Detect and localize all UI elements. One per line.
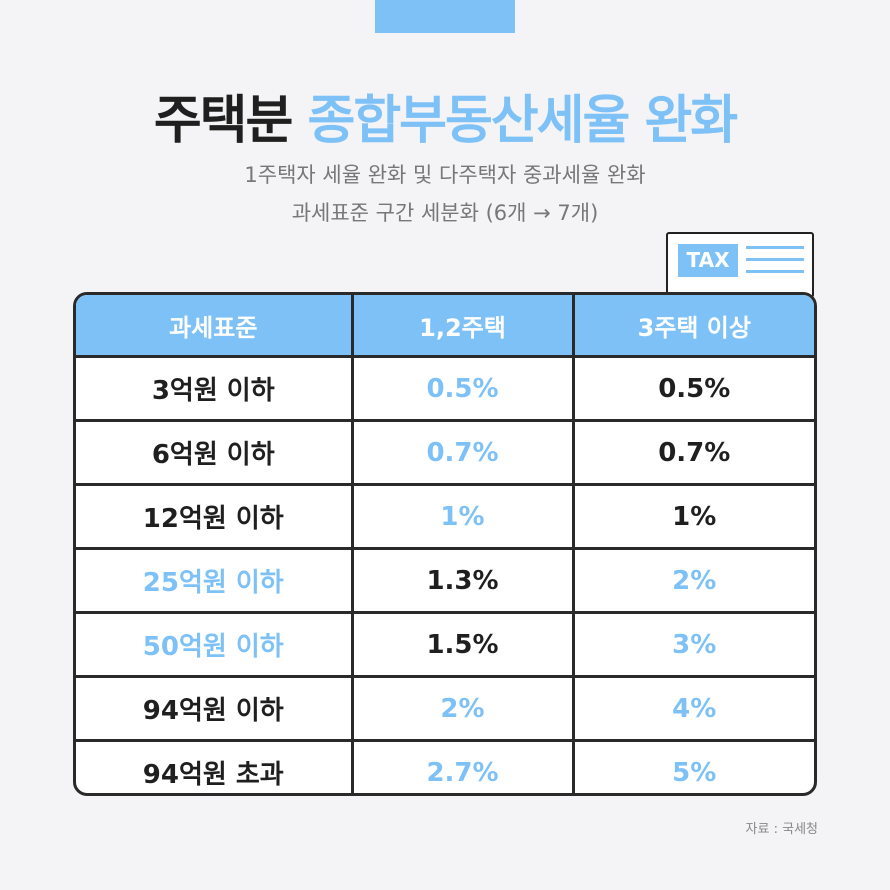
doc-line-icon	[746, 246, 804, 249]
page-title: 주택분 종합부동산세율 완화	[0, 78, 890, 153]
table-cell: 0.7%	[573, 420, 814, 486]
table-cell: 3%	[573, 612, 814, 678]
table-cell: 5%	[672, 757, 717, 788]
subtitle-line2: 과세표준 구간 세분화 (6개 → 7개)	[291, 201, 599, 225]
tax-document-icon: TAX	[666, 232, 814, 298]
title-part1: 주택분	[153, 91, 294, 151]
table-cell: 12억원 이하	[76, 484, 354, 550]
table-cell: 2%	[573, 548, 814, 614]
tax-badge: TAX	[678, 244, 738, 277]
table-cell: 0.5%	[573, 356, 814, 422]
table-cell: 94억원 초과	[76, 740, 354, 793]
table-cell: 2.7%	[352, 740, 575, 793]
table-row: 12억원 이하 1% 1%	[76, 484, 814, 550]
table-cell: 2%	[352, 676, 575, 742]
table-row: 25억원 이하 1.3% 2%	[76, 548, 814, 614]
table-cell: 50억원 이하	[76, 612, 354, 678]
table-cell: 1.5%	[352, 612, 575, 678]
table-row: 94억원 이하 2% 4%	[76, 676, 814, 742]
table-cell: 6억원 이하	[76, 420, 354, 486]
doc-line-icon	[746, 270, 804, 273]
table-cell: 25억원 이하	[76, 548, 354, 614]
header-one-two-homes: 1,2주택	[352, 295, 575, 358]
table-cell: 1%	[573, 484, 814, 550]
top-tab-decoration	[375, 0, 515, 33]
subtitle-line1: 1주택자 세율 완화 및 다주택자 중과세율 완화	[244, 163, 646, 187]
table-row: 50억원 이하 1.5% 3%	[76, 612, 814, 678]
table-cell: 4%	[573, 676, 814, 742]
table-header-row: 과세표준 1,2주택 3주택 이상	[76, 295, 814, 358]
table-cell: 1%	[352, 484, 575, 550]
table-cell: 3억원 이하	[76, 356, 354, 422]
tax-rate-table: 과세표준 1,2주택 3주택 이상 3억원 이하 0.5% 0.5% 6억원 이하 0.…	[73, 292, 817, 796]
table-cell: 94억원 이하	[76, 676, 354, 742]
table-row: 3억원 이하 0.5% 0.5%	[76, 356, 814, 422]
table-row: 6억원 이하 0.7% 0.7%	[76, 420, 814, 486]
doc-line-icon	[746, 258, 804, 261]
table-row: 94억원 초과 2.7% 5%	[76, 740, 814, 793]
title-part2: 종합부동산세율 완화	[307, 91, 738, 151]
header-tax-base: 과세표준	[76, 295, 354, 358]
source-note: 자료 : 국세청	[745, 822, 818, 837]
header-three-plus-homes: 3주택 이상	[573, 295, 814, 358]
table-cell: 1.3%	[352, 548, 575, 614]
table-cell: 0.7%	[352, 420, 575, 486]
table-cell: 0.5%	[352, 356, 575, 422]
